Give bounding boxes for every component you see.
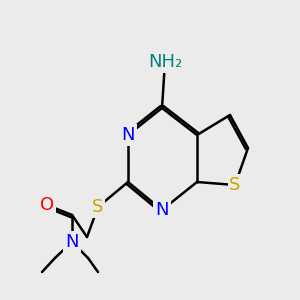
Text: NH₂: NH₂ <box>148 53 182 71</box>
Text: S: S <box>229 176 241 194</box>
Text: S: S <box>92 198 104 216</box>
Text: O: O <box>40 196 54 214</box>
Text: N: N <box>121 126 135 144</box>
Text: N: N <box>65 233 79 251</box>
Text: N: N <box>155 201 169 219</box>
